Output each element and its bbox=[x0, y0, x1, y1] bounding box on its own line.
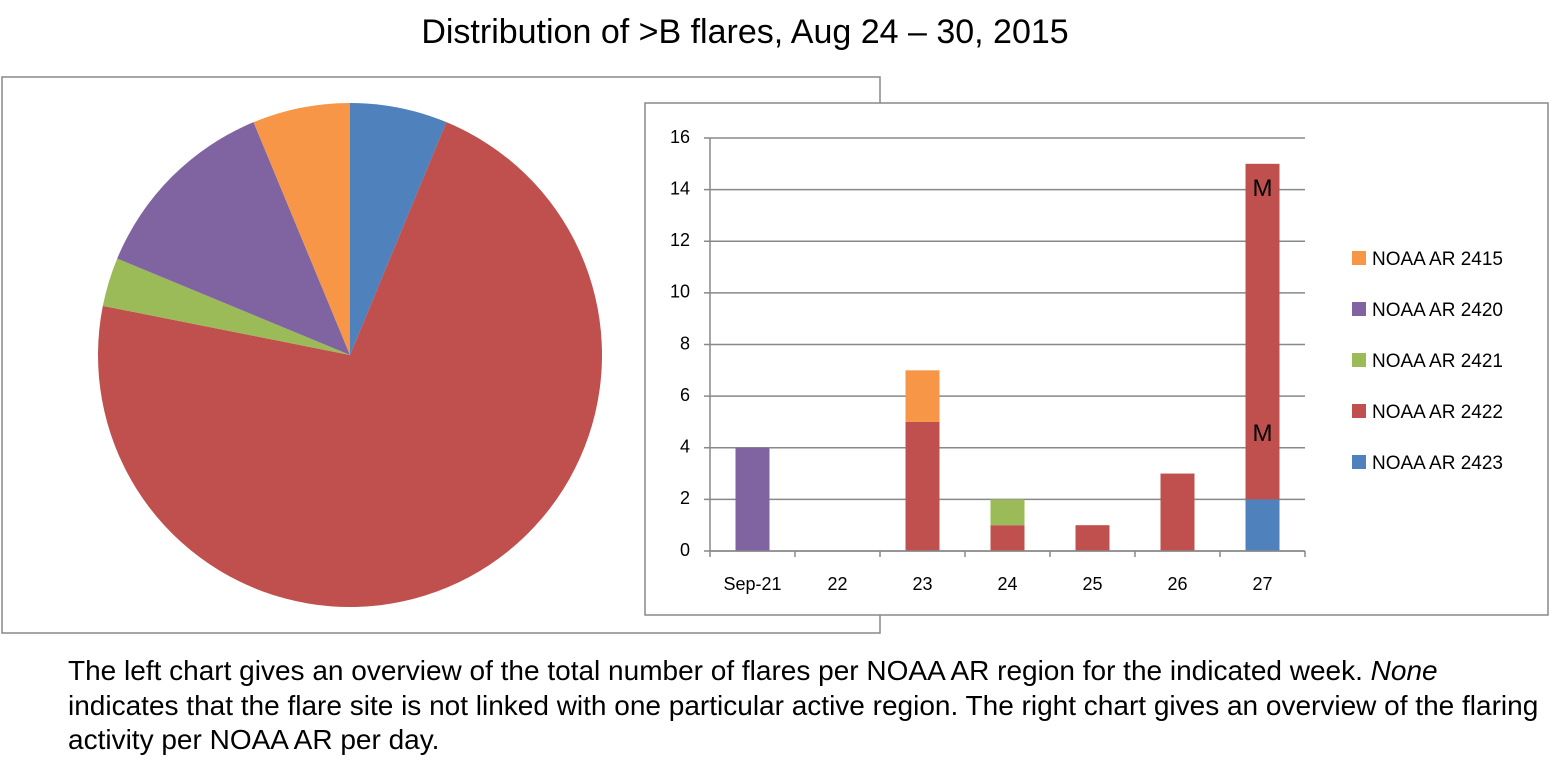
y-tick-label: 8 bbox=[680, 333, 690, 353]
bar-segment bbox=[905, 370, 940, 422]
legend-swatch bbox=[1352, 251, 1366, 265]
bar-segment bbox=[990, 525, 1025, 551]
y-tick-label: 2 bbox=[680, 488, 690, 508]
caption-emphasis: None bbox=[1370, 655, 1438, 686]
legend-label: NOAA AR 2421 bbox=[1372, 351, 1503, 372]
annotation: M bbox=[1253, 175, 1273, 202]
page-title: Distribution of >B flares, Aug 24 – 30, … bbox=[421, 13, 1068, 51]
annotation: M bbox=[1253, 420, 1273, 447]
legend-swatch bbox=[1352, 455, 1366, 469]
pie-slice bbox=[350, 103, 447, 355]
y-tick-label: 4 bbox=[680, 437, 690, 457]
pie-slice bbox=[97, 122, 603, 608]
x-tick-label: Sep-21 bbox=[723, 574, 781, 594]
legend-label: NOAA AR 2415 bbox=[1372, 249, 1503, 270]
pie-slice bbox=[102, 258, 351, 355]
pie-chart bbox=[97, 103, 603, 608]
caption: The left chart gives an overview of the … bbox=[68, 654, 1548, 758]
y-tick-label: 10 bbox=[670, 282, 690, 302]
chart-canvas: Distribution of >B flares, Aug 24 – 30, … bbox=[1, 13, 1549, 634]
x-tick-label: 25 bbox=[1082, 574, 1102, 594]
caption-text: The left chart gives an overview of the … bbox=[68, 655, 1371, 686]
bar-segment bbox=[905, 421, 940, 551]
x-tick-label: 23 bbox=[912, 574, 932, 594]
legend-swatch bbox=[1352, 404, 1366, 418]
bar-segment bbox=[1245, 163, 1280, 500]
x-tick-label: 27 bbox=[1252, 574, 1272, 594]
pie-slice bbox=[117, 122, 350, 355]
bar-segment bbox=[735, 447, 770, 551]
y-tick-label: 14 bbox=[670, 178, 690, 198]
y-tick-label: 6 bbox=[680, 385, 690, 405]
caption-text: indicates that the flare site is not lin… bbox=[68, 689, 1539, 756]
bar-segment bbox=[1160, 473, 1195, 551]
legend-swatch bbox=[1352, 353, 1366, 367]
bar-segment bbox=[1075, 525, 1110, 551]
bar-segment bbox=[990, 499, 1025, 526]
y-tick-label: 0 bbox=[680, 540, 690, 560]
legend-label: NOAA AR 2423 bbox=[1372, 453, 1503, 474]
y-tick-label: 16 bbox=[670, 127, 690, 147]
y-tick-label: 12 bbox=[670, 230, 690, 250]
x-tick-label: 26 bbox=[1167, 574, 1187, 594]
legend-label: NOAA AR 2422 bbox=[1372, 402, 1503, 423]
bar-segment bbox=[1245, 499, 1280, 551]
pie-slice bbox=[253, 103, 350, 355]
x-tick-label: 24 bbox=[997, 574, 1017, 594]
x-tick-label: 22 bbox=[827, 574, 847, 594]
legend-swatch bbox=[1352, 302, 1366, 316]
legend-label: NOAA AR 2420 bbox=[1372, 300, 1503, 321]
